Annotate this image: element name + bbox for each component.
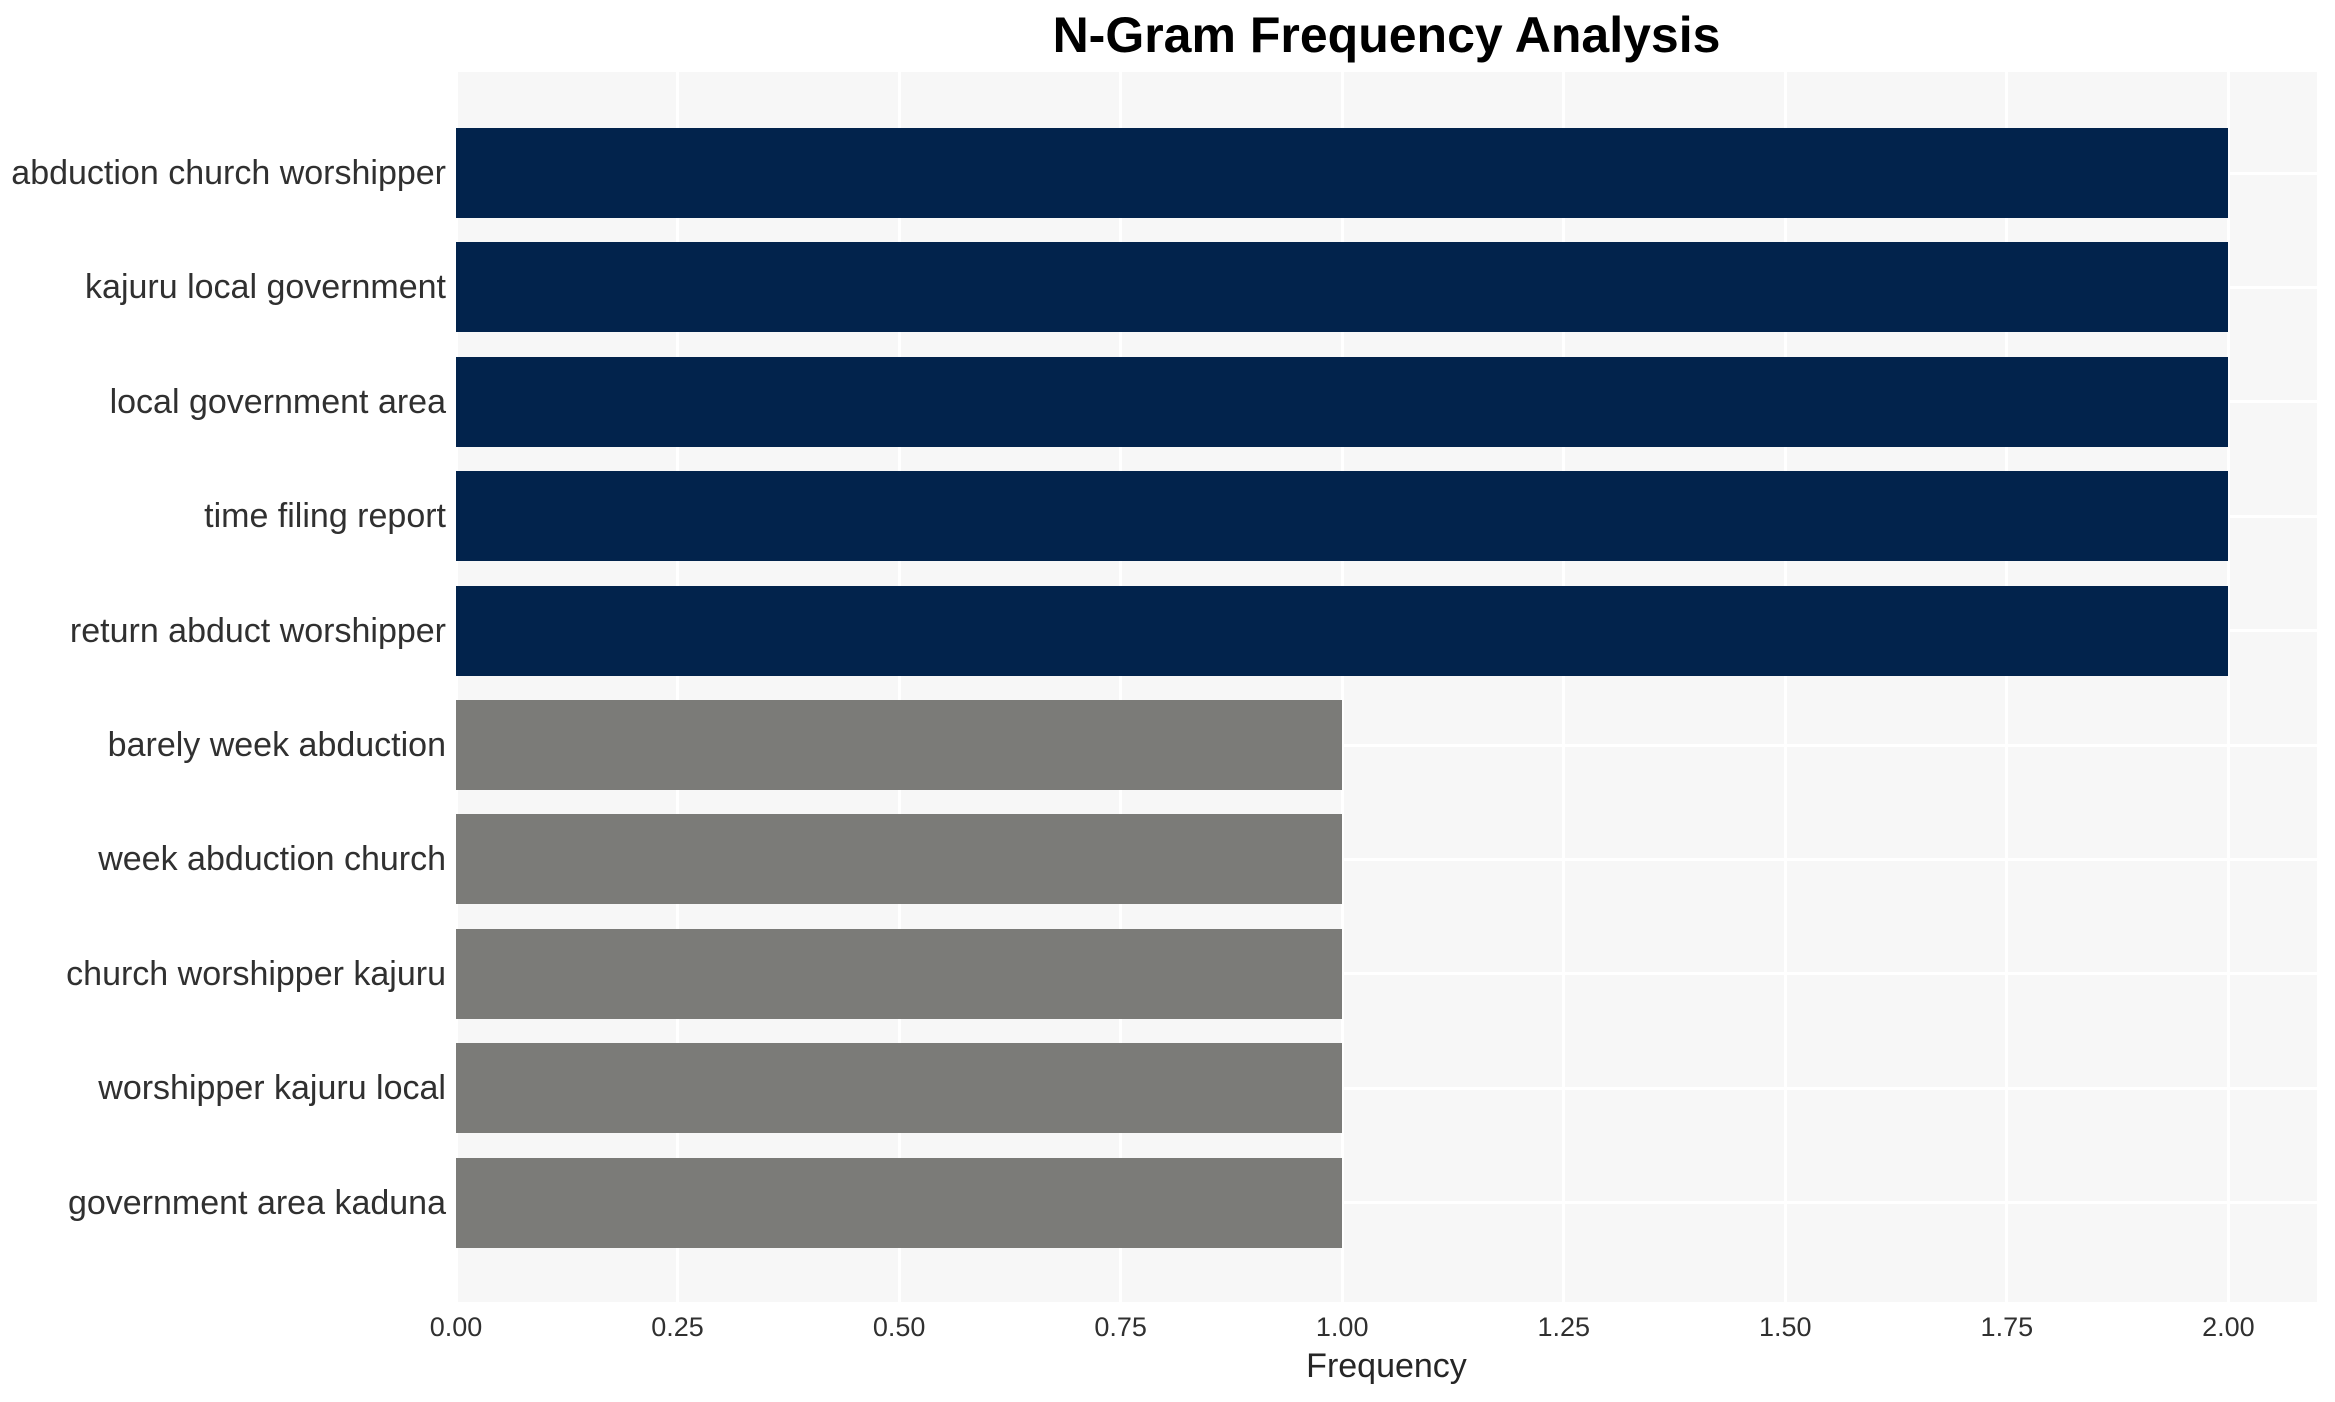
y-tick-label-return-abduct-worshipper: return abduct worshipper <box>69 611 446 650</box>
bar-barely-week-abduction <box>456 700 1343 790</box>
vertical-gridline-2.00 <box>2226 72 2230 1302</box>
horizontal-gridline-row-6 <box>456 857 2317 861</box>
x-tick-label-0.50: 0.50 <box>872 1312 926 1342</box>
chart-title: N-Gram Frequency Analysis <box>1052 7 1721 63</box>
x-tick-label-0.00: 0.00 <box>429 1312 483 1342</box>
y-tick-label-week-abduction-church: week abduction church <box>98 840 446 879</box>
x-tick-label-1.00: 1.00 <box>1315 1312 1369 1342</box>
bar-abduction-church-worshipper <box>456 128 2229 218</box>
y-tick-label-time-filing-report: time filing report <box>204 497 446 536</box>
x-tick-label-2.00: 2.00 <box>2202 1312 2255 1342</box>
vertical-gridline-0.50 <box>897 72 901 1302</box>
bar-week-abduction-church <box>456 814 1343 905</box>
x-tick-label-1.50: 1.50 <box>1759 1312 1812 1342</box>
horizontal-gridline-row-9 <box>456 1201 2317 1205</box>
vertical-gridline-0.00 <box>454 72 458 1302</box>
bar-time-filing-report <box>456 471 2229 562</box>
y-tick-label-local-government-area: local government area <box>109 382 446 421</box>
vertical-gridline-1.50 <box>1783 72 1787 1302</box>
plot-area <box>454 72 2317 1302</box>
vertical-gridline-1.00 <box>1340 72 1344 1302</box>
y-tick-label-government-area-kaduna: government area kaduna <box>67 1183 446 1222</box>
bar-return-abduct-worshipper <box>456 585 2229 676</box>
bar-church-worshipper-kajuru <box>456 928 1343 1019</box>
y-tick-label-church-worshipper-kajuru: church worshipper kajuru <box>66 954 446 993</box>
horizontal-gridline-row-7 <box>456 972 2317 976</box>
y-tick-label-worshipper-kajuru-local: worshipper kajuru local <box>98 1069 446 1108</box>
x-axis-title: Frequency <box>1306 1347 1467 1385</box>
horizontal-gridline-row-8 <box>456 1086 2317 1090</box>
y-tick-label-kajuru-local-government: kajuru local government <box>85 268 446 307</box>
x-tick-label-1.75: 1.75 <box>1980 1312 2034 1342</box>
vertical-gridline-0.25 <box>676 72 680 1302</box>
vertical-gridline-0.75 <box>1119 72 1123 1302</box>
y-tick-label-barely-week-abduction: barely week abduction <box>107 726 446 764</box>
x-tick-label-1.25: 1.25 <box>1537 1312 1591 1342</box>
horizontal-gridline-row-5 <box>456 743 2317 747</box>
bar-local-government-area <box>456 356 2229 447</box>
y-tick-label-abduction-church-worshipper: abduction church worshipper <box>11 154 446 192</box>
x-tick-label-0.25: 0.25 <box>651 1312 704 1342</box>
vertical-gridline-1.25 <box>1562 72 1566 1302</box>
bar-worshipper-kajuru-local <box>456 1043 1343 1134</box>
bar-government-area-kaduna <box>456 1157 1343 1248</box>
x-tick-label-0.75: 0.75 <box>1094 1312 1147 1342</box>
bar-kajuru-local-government <box>456 242 2229 333</box>
vertical-gridline-1.75 <box>2005 72 2009 1302</box>
